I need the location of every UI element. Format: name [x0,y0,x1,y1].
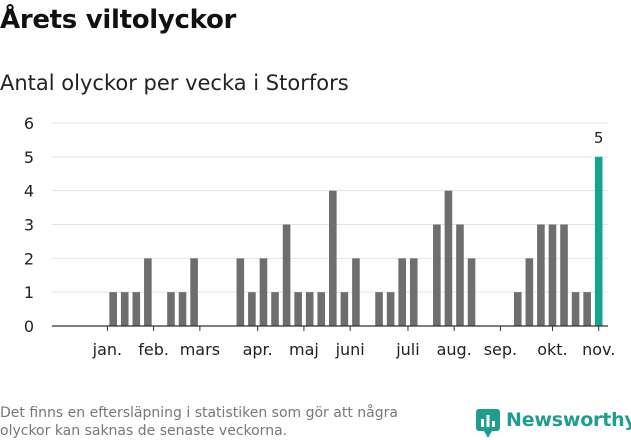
bar [386,292,395,326]
y-tick-label: 1 [24,283,34,302]
bar [120,292,129,326]
x-tick-label: sep. [484,340,517,359]
x-tick-label: nov. [582,340,615,359]
bar [144,258,152,326]
newsworthy-logo-icon [476,409,500,438]
chart-title: Årets viltolyckor [0,5,237,35]
bar [167,292,175,326]
bar [109,292,117,326]
bar [259,258,268,326]
bar [178,292,187,326]
bar [294,292,302,326]
bar [352,258,360,326]
bar [236,258,245,326]
bar [340,292,349,326]
x-tick-label: aug. [437,340,472,359]
bar [282,224,291,326]
bar [329,190,337,326]
brand-name: Newsworthy [506,409,631,431]
y-tick-label: 6 [24,114,34,133]
x-tick-label: juni [335,340,365,359]
y-tick-label: 0 [24,317,34,336]
bar [433,224,441,326]
footnote-line-2: olyckor kan saknas de senaste veckorna. [0,423,288,439]
y-tick-label: 3 [24,216,34,235]
bar [305,292,314,326]
bar [513,292,522,326]
y-tick-label: 4 [24,182,34,201]
brand-logo: Newsworthy [476,409,631,439]
bar [571,292,580,326]
x-tick-label: mars [180,340,220,359]
bar [525,258,534,326]
highlight-data-label: 5 [594,129,604,147]
bar [271,292,279,326]
bar [537,224,545,326]
bar [560,224,568,326]
bar [467,258,476,326]
bar-highlight [594,156,603,326]
bar [375,292,383,326]
footnote-line-1: Det finns en eftersläpning i statistiken… [0,405,398,421]
bar-chart: 0 1 2 3 4 5 6 5 jan. feb. mars apr. maj juni juli aug. s… [24,114,616,359]
x-tick-label: maj [289,340,319,359]
bar [583,292,591,326]
x-tick-label: feb. [138,340,169,359]
bar [444,190,453,326]
bar [548,224,557,326]
y-tick-label: 5 [24,148,34,167]
bar [317,292,326,326]
x-tick-label: jan. [92,340,122,359]
chart-subtitle: Antal olyckor per vecka i Storfors [0,71,349,95]
bar [248,292,256,326]
x-tick-label: juli [395,340,419,359]
x-tick-label: okt. [537,340,567,359]
bar [398,258,406,326]
bar [409,258,418,326]
y-tick-label: 2 [24,249,34,268]
bar [456,224,464,326]
bar [190,258,198,326]
bar [132,292,141,326]
x-tick-label: apr. [243,340,273,359]
footnote: Det finns en eftersläpning i statistiken… [0,404,450,440]
